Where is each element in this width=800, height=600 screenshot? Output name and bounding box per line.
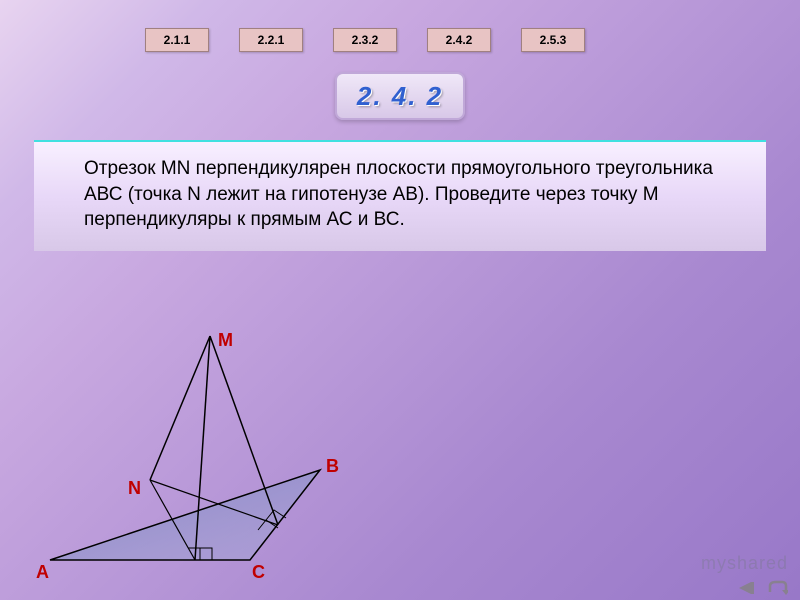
label-m: M (218, 330, 233, 351)
label-a: A (36, 562, 49, 583)
nav-btn-2-3-2[interactable]: 2.3.2 (333, 28, 397, 52)
triangle-abc (50, 470, 320, 560)
segment-mn (150, 336, 210, 480)
label-n: N (128, 478, 141, 499)
back-triangle-icon (737, 580, 757, 596)
diagram-svg (30, 330, 370, 590)
nav-btn-2-5-3[interactable]: 2.5.3 (521, 28, 585, 52)
problem-text: Отрезок МN перпендикулярен плоскости пря… (84, 158, 713, 230)
nav-btn-2-2-1[interactable]: 2.2.1 (239, 28, 303, 52)
return-arrow-icon (766, 580, 788, 596)
watermark: myshared (701, 553, 788, 574)
return-button[interactable] (764, 578, 790, 598)
label-b: B (326, 456, 339, 477)
nav-btn-2-1-1[interactable]: 2.1.1 (145, 28, 209, 52)
title-text: 2. 4. 2 (357, 81, 443, 112)
title-box: 2. 4. 2 (335, 72, 465, 120)
problem-text-box: Отрезок МN перпендикулярен плоскости пря… (34, 140, 766, 251)
geometry-diagram: A C B N M (30, 330, 370, 590)
nav-btn-2-4-2[interactable]: 2.4.2 (427, 28, 491, 52)
control-buttons (734, 578, 790, 598)
back-button[interactable] (734, 578, 760, 598)
nav-bar: 2.1.1 2.2.1 2.3.2 2.4.2 2.5.3 (0, 0, 800, 52)
label-c: C (252, 562, 265, 583)
